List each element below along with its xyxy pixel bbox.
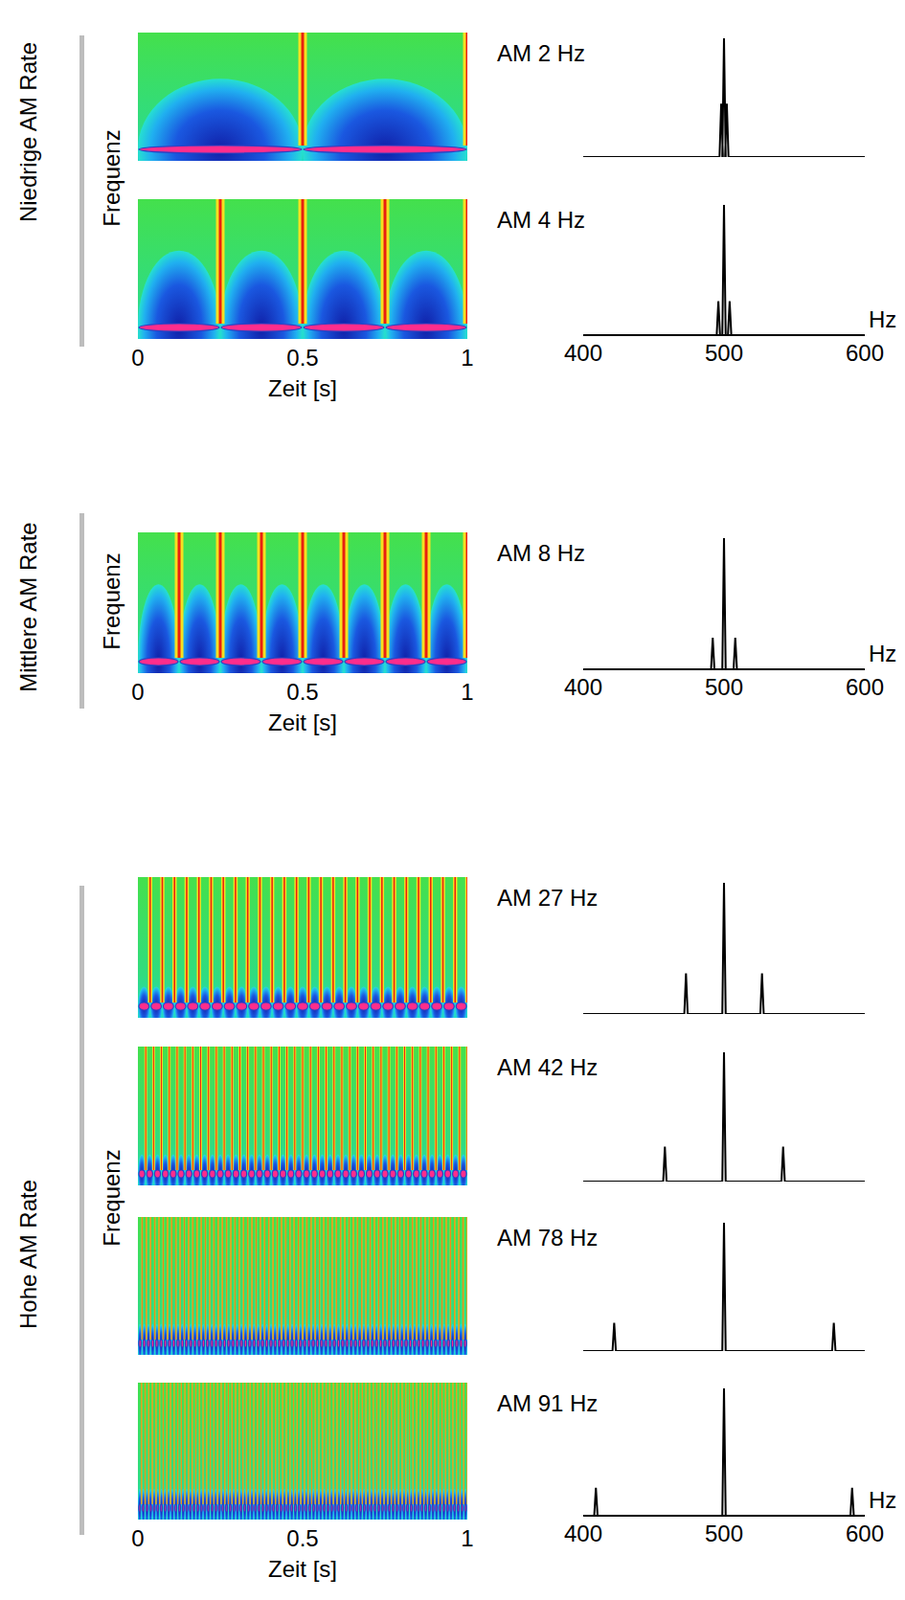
svg-text:400: 400 [564,1520,603,1547]
html-text:AM 42 Hz: AM 42 Hz [497,1054,598,1081]
html-text:Frequenz: Frequenz [98,552,125,650]
svg-text:600: 600 [845,339,884,366]
html-text:Niedrige AM Rate: Niedrige AM Rate [15,42,42,223]
html-text:Hz: Hz [868,640,897,667]
html-text:0: 0 [131,678,145,705]
html-text:Zeit [s]: Zeit [s] [268,1556,338,1583]
svg-text:500: 500 [704,674,744,701]
html-text:AM 2 Hz: AM 2 Hz [497,40,586,67]
html-text:1: 1 [460,1525,474,1552]
html-text:0: 0 [131,1525,145,1552]
html-text:Hz: Hz [868,1487,897,1514]
html-text:Hz: Hz [868,306,897,333]
svg-text:400: 400 [564,674,603,701]
html-text:0.5: 0.5 [286,1525,319,1552]
svg-text:600: 600 [845,674,884,701]
svg-text:500: 500 [704,339,744,366]
html-text:AM 27 Hz: AM 27 Hz [497,884,598,911]
html-text:0.5: 0.5 [286,344,319,371]
html-text:Frequenz: Frequenz [98,129,125,227]
html-text:0.5: 0.5 [286,678,319,705]
html-text:1: 1 [460,678,474,705]
svg-text:500: 500 [704,1520,744,1547]
html-text:AM 4 Hz: AM 4 Hz [497,206,586,233]
svg-text:400: 400 [564,339,603,366]
html-text:0: 0 [131,344,145,371]
html-text:1: 1 [460,344,474,371]
html-text:Zeit [s]: Zeit [s] [268,709,338,736]
html-text:AM 91 Hz: AM 91 Hz [497,1390,598,1417]
html-text:Frequenz: Frequenz [98,1149,125,1247]
html-text:Zeit [s]: Zeit [s] [268,375,338,402]
html-text:Hohe AM Rate: Hohe AM Rate [15,1179,42,1330]
html-text:AM 8 Hz: AM 8 Hz [497,540,586,566]
svg-text:600: 600 [845,1520,884,1547]
html-text:AM 78 Hz: AM 78 Hz [497,1224,598,1251]
html-text:Mittlere AM Rate: Mittlere AM Rate [15,522,42,693]
